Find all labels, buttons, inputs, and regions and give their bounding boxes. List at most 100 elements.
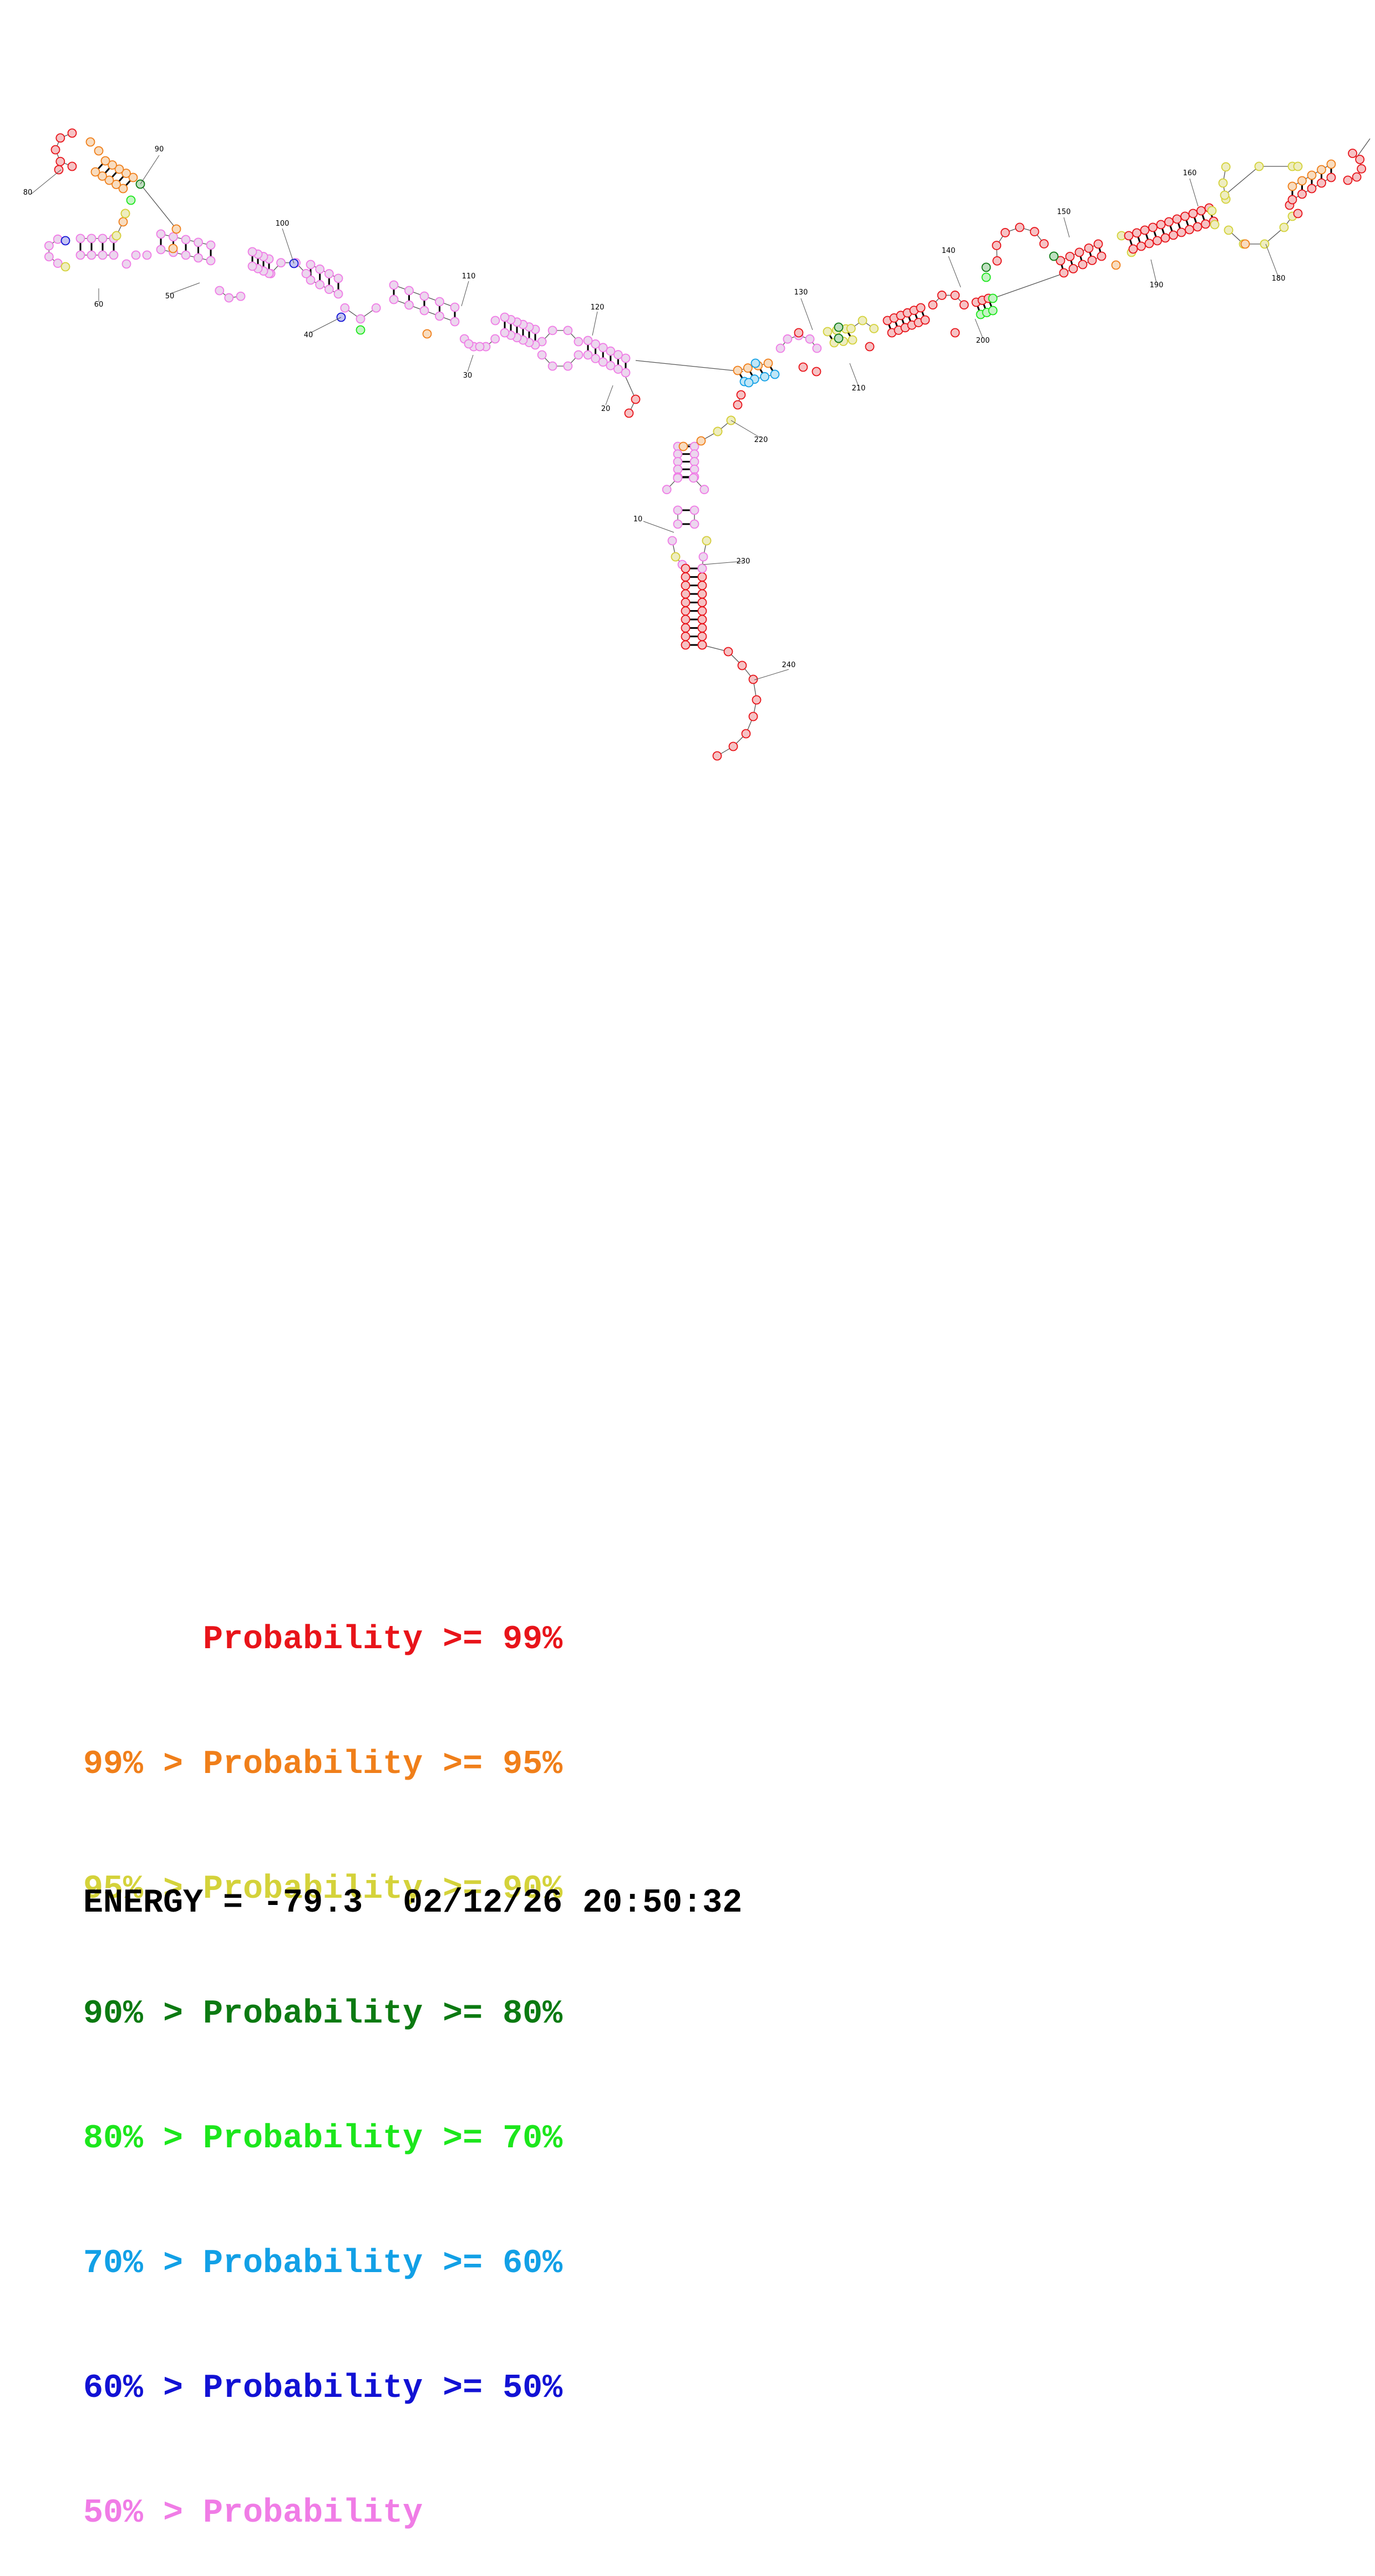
nucleotide-227 [869,324,879,333]
nucleotide-137 [247,261,257,271]
nucleotide-317 [1326,172,1336,182]
nucleotide-195 [67,128,77,138]
position-label-90: 90 [155,145,164,154]
nucleotide-209 [775,343,785,353]
nucleotide-187 [111,180,121,189]
position-label-110: 110 [462,272,476,281]
position-tick [282,228,295,264]
position-tick [605,385,613,405]
nucleotide-272 [1111,260,1121,270]
nucleotide-224 [834,322,844,332]
nucleotide-2 [673,449,683,459]
legend-row-90: 95% > Probability >= 90% [83,1871,563,1908]
nucleotide-267 [1068,264,1078,273]
nucleotide-66 [621,368,631,378]
nucleotide-192 [55,156,65,166]
position-tick [140,155,160,185]
nucleotide-210 [783,334,793,344]
nucleotide-14 [699,485,709,495]
nucleotide-185 [100,156,110,166]
nucleotide-81 [537,350,547,360]
nucleotide-143 [224,293,234,303]
rna-secondary-structure-diagram: 10 20 30 40 50 60 80 90 100 110 120 130 … [23,128,1371,761]
nucleotide-297 [1207,206,1217,216]
nucleotide-56 [678,441,688,451]
nucleotide-243 [950,291,960,300]
position-label-130: 130 [794,288,808,297]
nucleotide-60 [713,426,723,436]
nucleotide-280 [1164,217,1174,227]
position-tick [643,521,674,533]
nucleotide-132 [301,268,311,278]
backbone-segment [992,274,1061,299]
nucleotide-114 [404,286,414,296]
nucleotide-38 [697,606,707,616]
nucleotide-198 [94,146,104,156]
nucleotide-44 [698,552,708,562]
nucleotide-190 [90,167,100,177]
nucleotide-191 [67,161,77,171]
position-ticks [31,155,1279,680]
nucleotide-288 [1144,238,1154,248]
nucleotide-28 [681,606,691,616]
nucleotide-268 [1078,260,1088,270]
position-labels: 10 20 30 40 50 60 80 90 100 110 120 130 … [23,145,1286,669]
nucleotide-51 [752,695,762,705]
position-tick [1265,243,1279,278]
nucleotide-103 [464,339,474,349]
nucleotide-11 [662,485,672,495]
nucleotide-290 [1160,233,1170,243]
position-label-160: 160 [1183,169,1197,177]
nucleotide-16 [673,519,683,529]
nucleotide-167 [75,233,85,243]
nucleotide-17 [689,505,699,515]
nucleotide-54 [728,741,738,751]
nucleotide-222 [848,335,858,345]
nucleotide-79 [563,361,573,371]
nucleotide-261 [1056,256,1066,266]
nucleotide-142 [236,291,246,301]
nucleotide-171 [53,234,63,244]
nucleotide-305 [1293,161,1303,171]
nucleotide-289 [1153,236,1162,246]
nucleotide-160 [109,250,119,260]
nucleotide-85 [574,337,584,347]
nucleotide-3 [673,457,683,466]
position-tick [310,317,342,333]
nucleotide-144 [215,286,225,296]
backbone-segment [635,360,744,372]
nucleotide-266 [1059,268,1069,278]
nucleotide-327 [1343,175,1353,185]
nucleotide-292 [1176,227,1186,237]
nucleotide-74 [606,346,616,356]
position-label-190: 190 [1150,281,1164,289]
nucleotide-301 [1221,162,1231,172]
nucleotide-110 [389,294,399,304]
nucleotide-170 [44,241,54,251]
nucleotide-178 [111,231,121,241]
backbone-segment [1224,166,1260,196]
nucleotide-13 [688,473,698,483]
nucleotide-52 [748,712,758,722]
nucleotide-49 [737,660,747,670]
nucleotide-165 [98,233,108,243]
nucleotide-254 [992,241,1002,250]
position-label-200: 200 [976,337,990,345]
nucleotide-157 [142,250,152,260]
nucleotide-322 [1326,159,1336,169]
nucleotide-188 [104,175,114,185]
nucleotide-26 [681,589,691,599]
nucleotide-175 [118,217,128,227]
nucleotide-323 [1348,149,1357,158]
nucleotide-75 [598,343,608,353]
nucleotide-271 [1049,251,1059,261]
nucleotide-127 [315,264,325,274]
nucleotide-302 [1220,190,1230,200]
nucleotide-287 [1136,241,1146,251]
nucleotide-172 [60,262,70,272]
position-tick [592,311,598,336]
nucleotide-83 [547,326,557,336]
nucleotide-40 [697,623,707,633]
nucleotide-283 [1188,209,1198,219]
nucleotide-258 [1039,239,1049,249]
